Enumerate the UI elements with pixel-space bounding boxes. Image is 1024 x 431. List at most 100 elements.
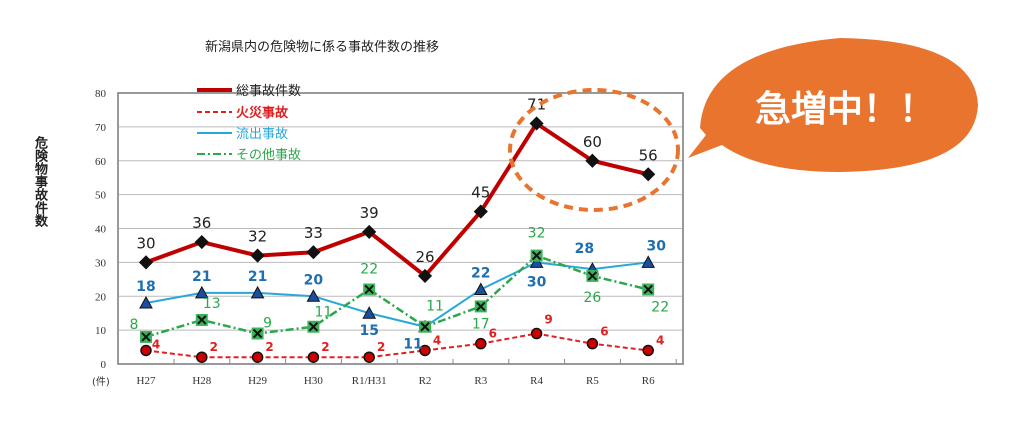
x-tick-label: R6	[642, 375, 655, 387]
data-point-total	[529, 116, 544, 131]
data-label: 30	[646, 238, 666, 254]
data-point-total	[641, 167, 656, 182]
data-label: 11	[403, 337, 422, 353]
data-point-total	[473, 204, 488, 219]
data-point-other-x	[141, 332, 151, 342]
data-label: 17	[472, 316, 490, 332]
legend-label: その他事故	[236, 148, 301, 163]
x-tick-label: H28	[192, 375, 211, 387]
data-label: 18	[136, 279, 155, 295]
y-tick-label: 20	[95, 291, 107, 303]
data-point-other-x	[531, 250, 542, 261]
y-tick-label: 60	[95, 156, 107, 168]
data-point-outflow	[362, 306, 377, 319]
data-point-fire	[363, 351, 375, 363]
data-point-total	[138, 255, 154, 270]
chart-title: 新潟県内の危険物に係る事故件数の推移	[205, 40, 440, 55]
x-tick-label: R5	[586, 375, 599, 387]
y-tick-label: 70	[95, 122, 107, 134]
data-label: 4	[656, 333, 664, 347]
callout-bubble	[688, 38, 978, 172]
data-point-total	[362, 224, 377, 239]
highlight-ellipse	[508, 88, 680, 212]
y-unit-label: (件)	[92, 376, 110, 388]
data-point-outflow	[641, 255, 656, 268]
series-line-1	[145, 332, 649, 359]
data-point-fire	[419, 344, 431, 357]
data-point-other-x	[308, 322, 319, 332]
data-point-other-x	[420, 322, 430, 332]
data-label: 36	[192, 214, 211, 232]
data-point-total	[250, 248, 265, 263]
data-point-outflow	[250, 285, 265, 299]
data-point-outflow	[139, 295, 153, 309]
data-label: 9	[263, 316, 272, 332]
data-label: 30	[527, 274, 547, 290]
data-point-fire	[642, 344, 654, 357]
y-tick-label: 0	[101, 359, 107, 371]
y-axis-label: 危険物事故件数	[32, 136, 47, 227]
data-label: 11	[314, 305, 332, 321]
data-point-fire	[530, 327, 543, 340]
data-point-total	[306, 245, 321, 260]
data-label: 45	[471, 184, 490, 202]
data-label: 32	[248, 228, 267, 246]
x-tick-label: R4	[530, 375, 543, 387]
data-label: 15	[359, 323, 378, 339]
x-tick-label: R2	[419, 375, 432, 387]
data-label: 26	[583, 290, 601, 306]
data-label: 26	[415, 248, 434, 266]
y-tick-label: 10	[95, 325, 107, 337]
data-point-fire	[586, 337, 599, 350]
plot-border	[117, 92, 684, 365]
data-label: 4	[152, 337, 160, 351]
data-label: 32	[528, 226, 546, 242]
data-point-other-x	[476, 301, 486, 312]
data-label: 13	[203, 296, 221, 312]
data-label: 11	[426, 299, 444, 315]
y-tick-label: 30	[95, 257, 107, 269]
y-tick-label: 50	[95, 190, 107, 202]
x-tick-label: R3	[474, 375, 487, 387]
data-label: 33	[304, 224, 323, 242]
legend-label: 流出事故	[236, 127, 288, 142]
data-label: 4	[433, 333, 441, 347]
data-label: 6	[489, 327, 497, 341]
data-point-other-x	[587, 271, 598, 281]
y-tick-label: 80	[95, 88, 107, 100]
data-label: 2	[321, 340, 329, 354]
data-label: 9	[544, 313, 552, 327]
data-label: 2	[210, 340, 218, 354]
data-point-fire	[251, 351, 264, 363]
data-label: 22	[651, 299, 669, 315]
x-tick-label: R1/H31	[352, 375, 387, 387]
data-point-fire	[307, 351, 320, 363]
data-label: 21	[248, 269, 267, 285]
legend-label: 総事故件数	[236, 84, 301, 99]
data-point-other-x	[197, 315, 207, 325]
x-tick-label: H30	[304, 375, 323, 387]
series-line-3	[145, 254, 649, 339]
data-label: 56	[639, 146, 658, 164]
x-tick-label: H27	[137, 375, 156, 387]
data-point-other-x	[364, 284, 374, 295]
y-tick-label: 40	[95, 224, 107, 236]
data-point-fire	[475, 337, 487, 350]
data-label: 21	[192, 269, 211, 285]
data-point-total	[194, 234, 209, 250]
data-label: 8	[130, 317, 139, 333]
data-point-other-x	[252, 328, 263, 339]
data-label: 39	[360, 204, 379, 222]
data-point-outflow	[306, 289, 321, 302]
data-label: 22	[360, 261, 378, 277]
data-point-outflow	[529, 255, 544, 268]
data-point-fire	[196, 351, 208, 363]
data-label: 28	[575, 241, 594, 257]
data-label: 22	[471, 265, 490, 281]
data-label: 20	[304, 272, 324, 288]
data-point-fire	[140, 344, 152, 357]
data-label: 2	[377, 340, 385, 354]
data-label: 6	[600, 325, 608, 339]
data-label: 30	[136, 234, 155, 252]
